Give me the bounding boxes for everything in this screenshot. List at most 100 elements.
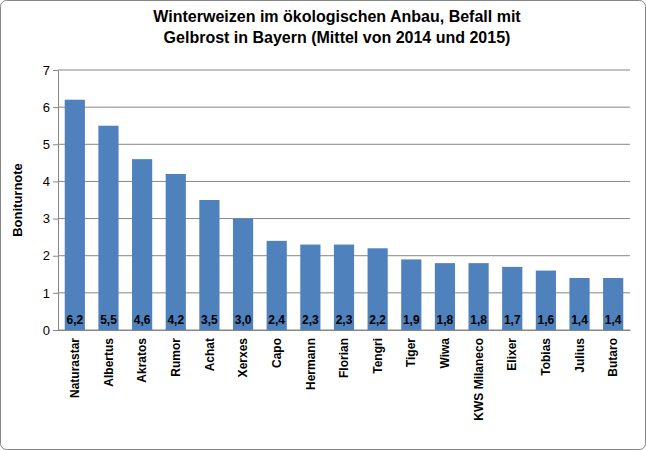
y-tick-mark bbox=[53, 107, 58, 108]
grid-line bbox=[58, 107, 630, 108]
y-tick-mark bbox=[53, 144, 58, 145]
y-tick-mark bbox=[53, 181, 58, 182]
data-label: 1,9 bbox=[403, 313, 420, 327]
x-tick: Albertus bbox=[102, 338, 116, 387]
y-tick-mark bbox=[53, 256, 58, 257]
title-line: Gelbrost in Bayern (Mittel von 2014 und … bbox=[164, 29, 511, 46]
x-axis-line bbox=[59, 330, 631, 331]
y-tick-label: 5 bbox=[43, 137, 50, 152]
bar bbox=[468, 263, 488, 330]
y-axis: 0 1 2 3 4 5 6 7 bbox=[43, 63, 59, 338]
x-tick-label: Tengri bbox=[371, 338, 385, 374]
x-tick: Hermann bbox=[304, 338, 318, 390]
y-tick-label: 7 bbox=[43, 63, 50, 78]
bar bbox=[569, 278, 589, 330]
y-tick-label: 0 bbox=[43, 323, 50, 338]
data-label: 3,5 bbox=[201, 313, 218, 327]
y-tick-label: 4 bbox=[43, 174, 50, 189]
data-label: 1,7 bbox=[504, 313, 521, 327]
x-tick: Tiger bbox=[404, 338, 418, 367]
x-tick-label: Butaro bbox=[606, 338, 620, 377]
x-tick-label: Xerxes bbox=[236, 338, 250, 378]
x-tick-label: Elixer bbox=[505, 338, 519, 371]
x-tick-label: Achat bbox=[203, 338, 217, 371]
x-tick: Xerxes bbox=[236, 338, 250, 378]
title: Winterweizen im ökologischen Anbau, Befa… bbox=[153, 8, 521, 46]
bar bbox=[368, 248, 388, 330]
x-tick-label: Wiwa bbox=[438, 338, 452, 369]
y-tick: 1 bbox=[43, 286, 58, 301]
plot-area: 0 1 2 3 4 5 6 7 Naturastar Albertus Akratos Rumor Ac… bbox=[43, 63, 631, 421]
data-label: 3,0 bbox=[235, 313, 252, 327]
x-tick-label: Tobias bbox=[539, 338, 553, 376]
x-tick-label: Naturastar bbox=[68, 338, 82, 398]
x-tick: Tengri bbox=[371, 338, 385, 374]
x-tick-label: Tiger bbox=[404, 338, 418, 367]
x-tick-label: Julius bbox=[573, 338, 587, 373]
data-label: 2,2 bbox=[369, 313, 386, 327]
data-label: 1,4 bbox=[571, 313, 588, 327]
x-tick: KWS Milaneco bbox=[472, 338, 486, 421]
x-tick: Elixer bbox=[505, 338, 519, 371]
y-tick-mark bbox=[53, 293, 58, 294]
y-tick: 4 bbox=[43, 174, 58, 189]
bar bbox=[603, 278, 623, 330]
y-tick: 3 bbox=[43, 211, 58, 226]
bar bbox=[502, 267, 522, 330]
data-label: 5,5 bbox=[100, 313, 117, 327]
bars bbox=[65, 100, 624, 330]
chart-frame bbox=[1, 1, 646, 450]
x-tick: Capo bbox=[270, 338, 284, 368]
data-label: 2,3 bbox=[302, 313, 319, 327]
bar bbox=[300, 245, 320, 330]
grid bbox=[58, 70, 630, 330]
x-tick: Rumor bbox=[169, 338, 183, 377]
x-tick: Tobias bbox=[539, 338, 553, 376]
bar bbox=[401, 259, 421, 330]
data-label: 1,8 bbox=[437, 313, 454, 327]
chart: 0 1 2 3 4 5 6 7 Naturastar Albertus Akratos Rumor Ac… bbox=[0, 0, 646, 450]
x-tick: Achat bbox=[203, 338, 217, 371]
bar bbox=[536, 271, 556, 330]
x-tick: Butaro bbox=[606, 338, 620, 377]
y-tick-label: 6 bbox=[43, 100, 50, 115]
x-tick: Julius bbox=[573, 338, 587, 373]
title-line: Winterweizen im ökologischen Anbau, Befa… bbox=[153, 8, 521, 25]
y-tick-mark bbox=[53, 330, 58, 331]
bar bbox=[132, 159, 152, 330]
x-tick: Wiwa bbox=[438, 338, 452, 369]
bar bbox=[166, 174, 186, 330]
bar bbox=[267, 241, 287, 330]
bar bbox=[98, 126, 118, 330]
y-axis-line bbox=[53, 71, 59, 331]
data-label: 1,6 bbox=[538, 313, 555, 327]
bar bbox=[199, 200, 219, 330]
y-tick-label: 2 bbox=[43, 248, 50, 263]
y-tick: 2 bbox=[43, 248, 58, 263]
bar bbox=[435, 263, 455, 330]
x-tick-label: Capo bbox=[270, 338, 284, 368]
y-tick-label: 3 bbox=[43, 211, 50, 226]
bar bbox=[334, 245, 354, 330]
x-tick: Florian bbox=[337, 338, 351, 378]
y-tick: 7 bbox=[43, 63, 58, 78]
data-labels: 6,25,54,64,23,53,02,42,32,32,21,91,81,81… bbox=[66, 313, 621, 327]
x-tick: Naturastar bbox=[68, 338, 82, 398]
y-tick: 6 bbox=[43, 100, 58, 115]
data-label: 4,2 bbox=[167, 313, 184, 327]
x-tick-label: KWS Milaneco bbox=[472, 338, 486, 421]
bar bbox=[65, 100, 85, 330]
x-tick-label: Rumor bbox=[169, 338, 183, 377]
y-tick-mark bbox=[53, 219, 58, 220]
x-tick-label: Florian bbox=[337, 338, 351, 378]
y-tick-mark bbox=[53, 70, 58, 71]
data-label: 1,4 bbox=[605, 313, 622, 327]
x-tick-label: Akratos bbox=[135, 338, 149, 383]
x-tick-label: Hermann bbox=[304, 338, 318, 390]
y-tick: 0 bbox=[43, 323, 58, 338]
x-tick: Akratos bbox=[135, 338, 149, 383]
y-tick: 5 bbox=[43, 137, 58, 152]
data-label: 2,4 bbox=[268, 313, 285, 327]
x-tick-label: Albertus bbox=[102, 338, 116, 387]
data-label: 1,8 bbox=[470, 313, 487, 327]
